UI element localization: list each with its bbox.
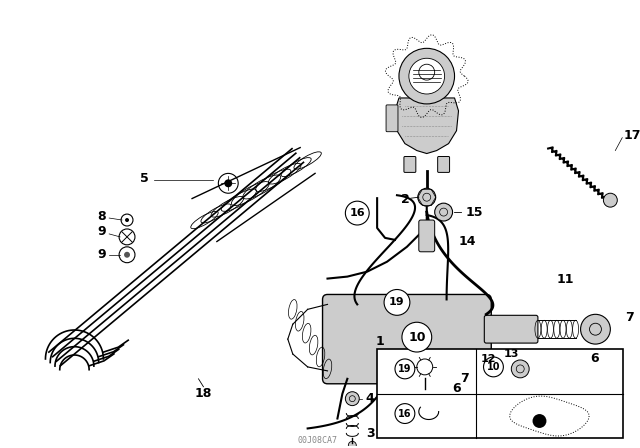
Circle shape: [124, 252, 130, 258]
Circle shape: [483, 357, 504, 377]
Circle shape: [402, 322, 432, 352]
Text: 19: 19: [389, 297, 404, 307]
Circle shape: [395, 359, 415, 379]
Text: 5: 5: [140, 172, 148, 185]
Text: 10: 10: [486, 362, 500, 372]
Circle shape: [346, 392, 359, 405]
FancyBboxPatch shape: [404, 156, 416, 172]
Text: 7: 7: [625, 311, 634, 324]
Circle shape: [557, 351, 573, 367]
Circle shape: [224, 179, 232, 187]
Circle shape: [399, 48, 454, 104]
Circle shape: [532, 414, 547, 428]
Circle shape: [580, 314, 611, 344]
Text: 12: 12: [481, 354, 496, 364]
Circle shape: [409, 58, 445, 94]
Text: 9: 9: [97, 248, 106, 261]
Circle shape: [125, 218, 129, 222]
Circle shape: [511, 360, 529, 378]
Circle shape: [435, 203, 452, 221]
Text: 10: 10: [408, 331, 426, 344]
Text: 3: 3: [366, 427, 374, 440]
Circle shape: [418, 188, 436, 206]
Text: 2: 2: [401, 193, 410, 206]
FancyBboxPatch shape: [438, 156, 449, 172]
Text: 15: 15: [465, 206, 483, 219]
Circle shape: [395, 404, 415, 423]
Circle shape: [604, 193, 618, 207]
Text: 18: 18: [195, 387, 212, 400]
Text: 11: 11: [557, 273, 575, 286]
Text: 7: 7: [460, 372, 469, 385]
Polygon shape: [395, 98, 458, 154]
FancyBboxPatch shape: [484, 315, 538, 343]
Text: 8: 8: [97, 210, 106, 223]
Text: 6: 6: [591, 353, 599, 366]
FancyBboxPatch shape: [386, 105, 398, 132]
Text: 1: 1: [376, 335, 385, 348]
Text: 13: 13: [504, 349, 519, 359]
Text: 16: 16: [398, 409, 412, 418]
Circle shape: [346, 201, 369, 225]
Text: 6: 6: [452, 382, 461, 395]
Text: 9: 9: [97, 225, 106, 238]
Text: 00J08CA7: 00J08CA7: [298, 436, 337, 445]
FancyBboxPatch shape: [419, 220, 435, 252]
Text: 17: 17: [623, 129, 640, 142]
Text: 19: 19: [398, 364, 412, 374]
Bar: [377, 349, 623, 438]
Text: 14: 14: [458, 235, 476, 248]
Circle shape: [348, 441, 356, 448]
Text: 16: 16: [349, 208, 365, 218]
Circle shape: [384, 289, 410, 315]
FancyBboxPatch shape: [323, 294, 492, 384]
Text: 4: 4: [366, 392, 374, 405]
